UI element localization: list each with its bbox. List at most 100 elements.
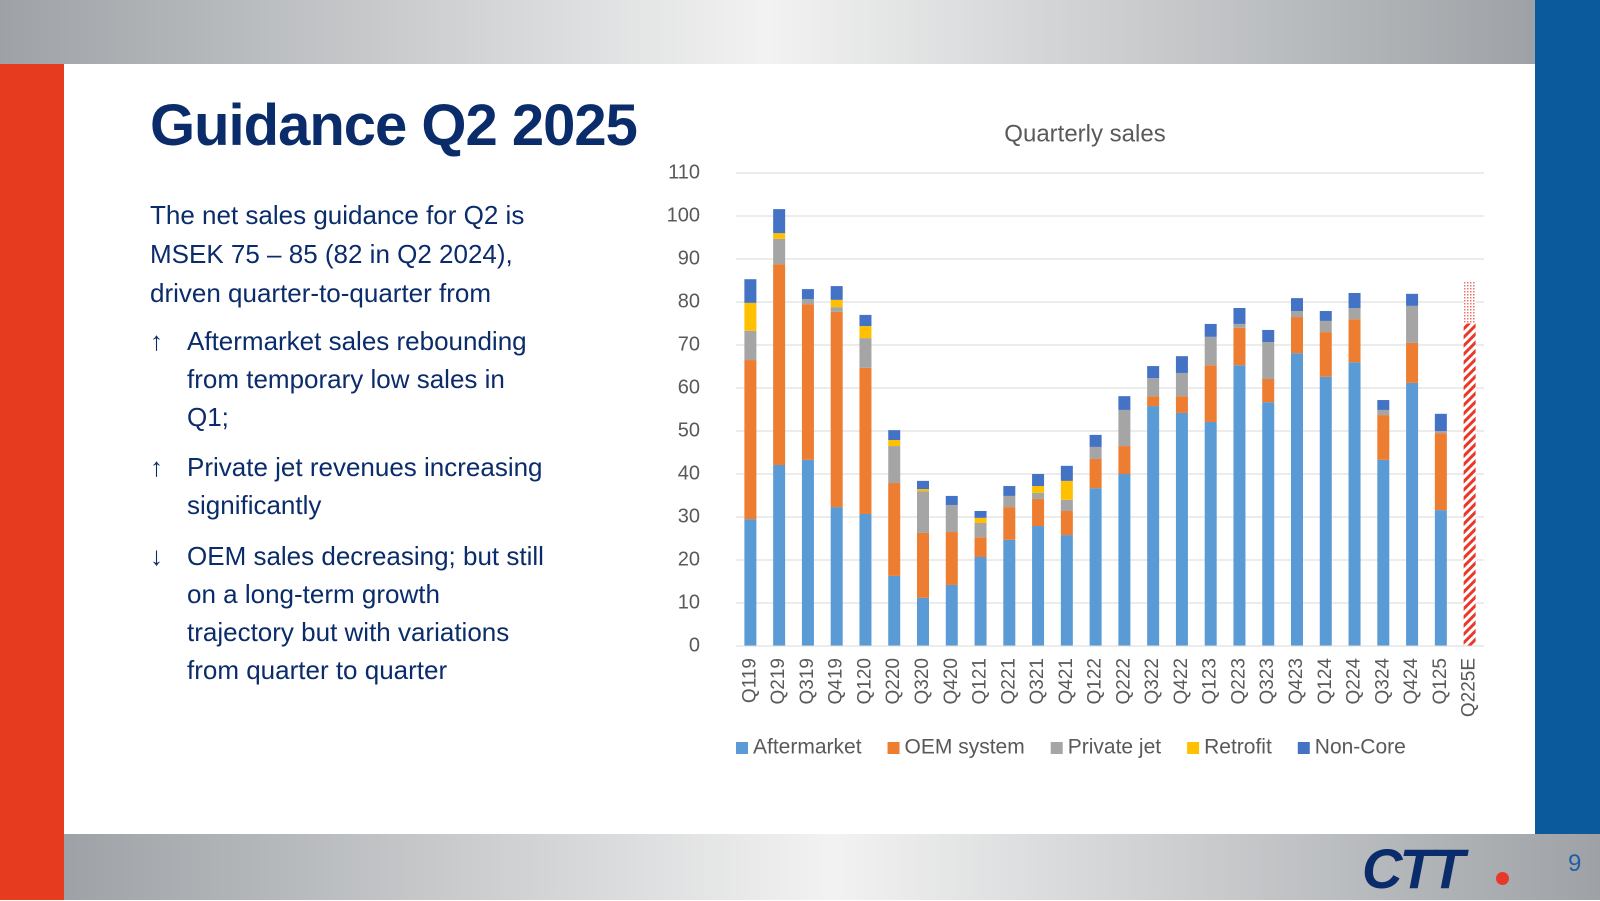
x-tick-label: Q119: [739, 658, 760, 703]
left-band: [0, 64, 64, 900]
bar-segment: [830, 307, 843, 312]
x-tick-label: Q322: [1142, 658, 1163, 704]
bar-segment: [917, 480, 929, 490]
y-tick-label: 10: [678, 591, 700, 613]
bar-segment: [1377, 409, 1390, 416]
bar-segment: [888, 575, 901, 646]
bullet-symbol: ↓: [150, 541, 163, 571]
bar-segment: [1032, 498, 1045, 527]
y-tick-label: 90: [678, 247, 700, 269]
x-tick-label: Q423: [1286, 658, 1307, 704]
bar-segment: [1032, 474, 1045, 487]
bullet-text: OEM sales decreasing; but still on a lon…: [187, 541, 544, 685]
bullet: ↑ Private jet revenues increasing signifi…: [150, 448, 570, 524]
bar-segment: [974, 517, 987, 524]
bar-segment: [1348, 308, 1361, 320]
bar-segment: [917, 597, 929, 646]
legend-swatch: [887, 742, 900, 754]
bar-segment: [1434, 431, 1447, 434]
bar-segment: [1147, 396, 1160, 407]
bar-segment: [974, 556, 987, 646]
bar-segment: [1118, 396, 1131, 410]
bar-segment: [801, 304, 814, 460]
bar-segment: [1319, 311, 1332, 321]
legend-label: OEM system: [905, 736, 1025, 759]
bar-segment: [1406, 382, 1419, 646]
bar-segment: [1060, 535, 1073, 646]
bar-segment: [773, 233, 786, 239]
y-tick-label: 50: [678, 419, 700, 441]
bar-segment: [1060, 499, 1073, 511]
bar-segment: [917, 491, 929, 533]
x-tick-label: Q121: [970, 658, 991, 704]
bar-segment: [888, 483, 901, 576]
y-tick-label: 100: [667, 204, 700, 226]
bar-segment: [1147, 366, 1160, 379]
bar-segment: [1204, 421, 1217, 646]
bar-segment: [1377, 459, 1390, 646]
bar-segment: [1377, 400, 1390, 410]
bar-segment: [1175, 356, 1188, 373]
bar-segment: [773, 264, 786, 465]
bar-segment: [1262, 378, 1275, 403]
intro-text: The net sales guidance for Q2 is MSEK 75…: [150, 200, 525, 308]
bar-segment: [801, 459, 814, 646]
bar-segment: [1118, 409, 1131, 447]
x-tick-label: Q123: [1200, 658, 1221, 704]
x-tick-label: Q224: [1344, 658, 1365, 705]
bar-segment: [1262, 402, 1275, 646]
bar-segment: [1175, 412, 1188, 646]
x-tick-label: Q221: [998, 658, 1019, 704]
bar-segment: [1291, 298, 1303, 312]
guidance-range: [1463, 280, 1476, 324]
bar-segment: [1406, 305, 1419, 343]
legend-swatch: [1297, 742, 1310, 754]
x-tick-label: Q120: [854, 658, 875, 704]
bar-segment: [1003, 486, 1016, 496]
bar-segment: [1060, 465, 1073, 481]
x-tick-label: Q223: [1228, 658, 1249, 704]
legend-label: Non-Core: [1315, 736, 1406, 759]
bar-segment: [830, 507, 843, 646]
chart-title: Quarterly sales: [1004, 120, 1165, 147]
bottom-band: [64, 834, 1600, 900]
bar-segment: [1089, 446, 1102, 459]
page-number: 9: [1568, 850, 1582, 877]
y-tick-label: 30: [678, 505, 700, 527]
legend-swatch: [1187, 742, 1200, 754]
bar-segment: [1434, 510, 1447, 646]
bar-segment: [917, 532, 929, 598]
legend-label: Retrofit: [1204, 736, 1272, 759]
bar-segment: [830, 286, 843, 300]
bar-segment: [1406, 293, 1419, 306]
bar-segment: [1291, 353, 1303, 646]
slide-title: Guidance Q2 2025: [150, 93, 638, 158]
bar-segment: [945, 532, 958, 585]
x-tick-label: Q220: [883, 658, 904, 704]
x-tick-label: Q323: [1257, 658, 1278, 704]
bar-segment: [1233, 327, 1246, 366]
x-tick-label: Q320: [912, 658, 933, 704]
bar-segment: [859, 314, 872, 327]
bullet-text: Aftermarket sales rebounding from tempor…: [187, 326, 527, 432]
bar-segment: [1348, 292, 1361, 309]
bar-segment: [945, 495, 958, 505]
bar-segment: [1089, 434, 1102, 447]
bar-segment: [859, 338, 872, 368]
bar-segment: [744, 519, 757, 646]
y-tick-label: 110: [668, 161, 700, 183]
y-tick-label: 40: [678, 462, 700, 484]
bar-segment: [830, 299, 843, 308]
bar-segment: [773, 238, 786, 265]
guidance-base: [1463, 323, 1476, 646]
y-tick-label: 70: [678, 333, 700, 355]
bar-segment: [1348, 362, 1361, 646]
bar-segment: [1003, 507, 1016, 540]
bar-segment: [888, 446, 901, 484]
bar-segment: [1434, 433, 1447, 511]
logo: CTT: [1362, 837, 1465, 900]
x-tick-label: Q422: [1171, 658, 1192, 704]
x-tick-label: Q324: [1372, 658, 1393, 705]
